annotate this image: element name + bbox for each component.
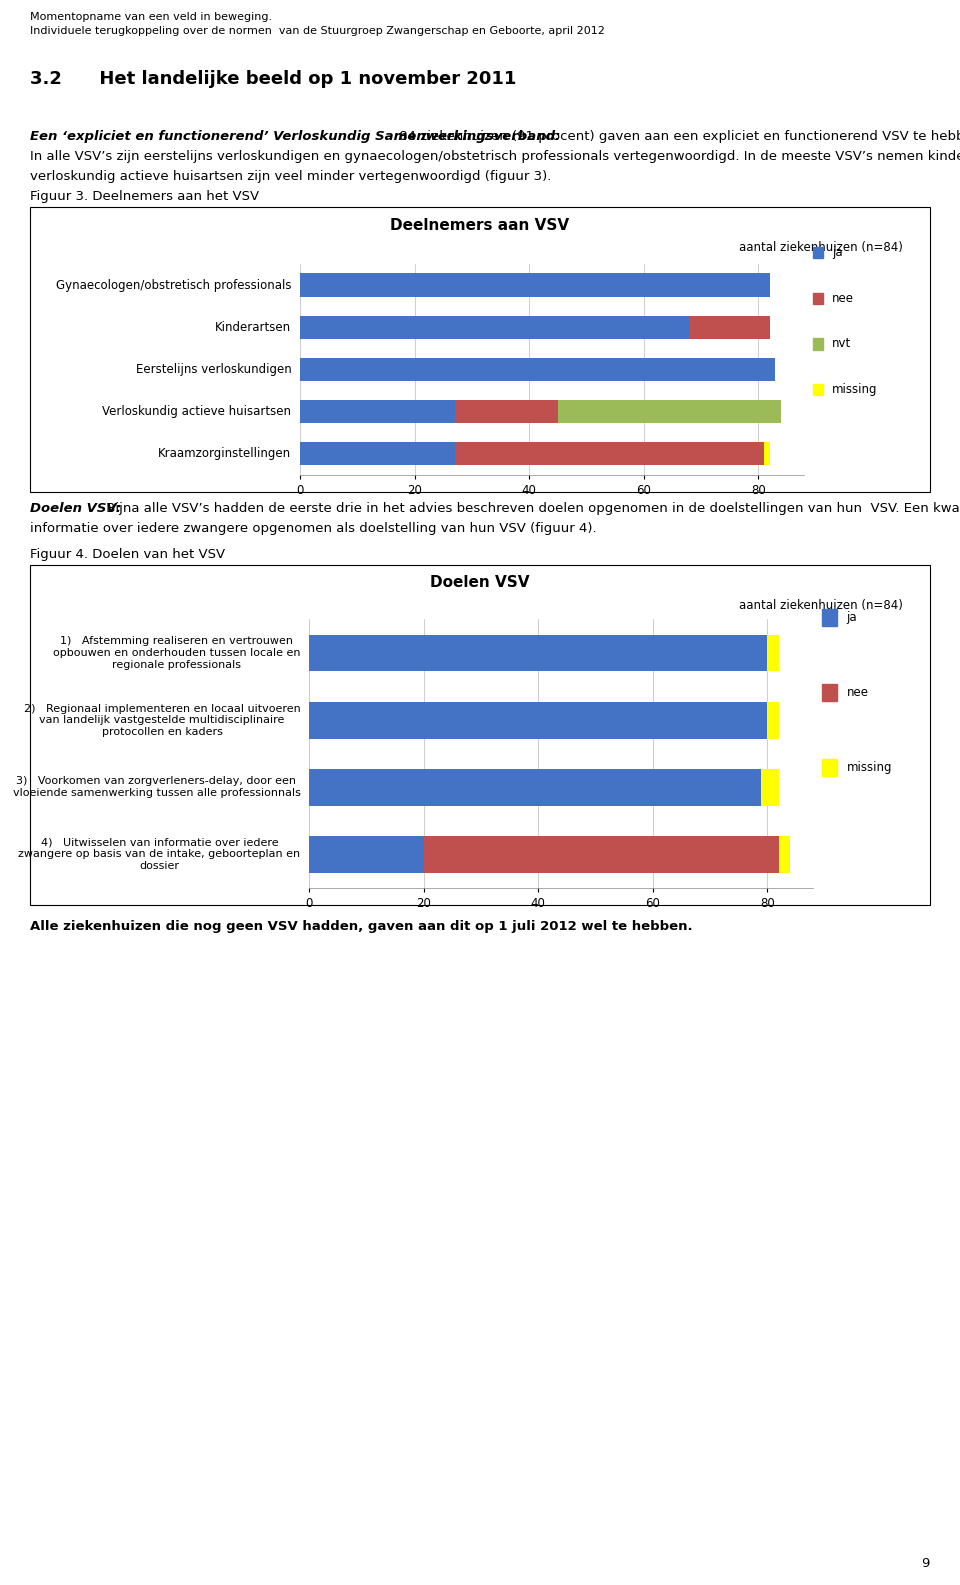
Text: nee: nee: [847, 686, 869, 699]
Bar: [300, 315, 689, 339]
Bar: [779, 835, 790, 873]
Text: Verloskundig actieve huisartsen: Verloskundig actieve huisartsen: [103, 406, 292, 418]
Bar: [455, 442, 764, 466]
Text: aantal ziekenhuizen (n=84): aantal ziekenhuizen (n=84): [739, 599, 903, 612]
Bar: [822, 759, 837, 775]
Text: 1)   Afstemming realiseren en vertrouwen
opbouwen en onderhouden tussen locale e: 1) Afstemming realiseren en vertrouwen o…: [53, 636, 300, 669]
Text: 4)   Uitwisselen van informatie over iedere
zwangere op basis van de intake, geb: 4) Uitwisselen van informatie over ieder…: [18, 838, 300, 872]
Text: Individuele terugkoppeling over de normen  van de Stuurgroep Zwangerschap en Geb: Individuele terugkoppeling over de norme…: [30, 25, 605, 36]
Text: nee: nee: [832, 292, 854, 304]
Bar: [309, 835, 423, 873]
Text: verloskundig actieve huisartsen zijn veel minder vertegenwoordigd (figuur 3).: verloskundig actieve huisartsen zijn vee…: [30, 170, 551, 182]
Bar: [309, 634, 767, 672]
Text: Kraamzorginstellingen: Kraamzorginstellingen: [158, 447, 292, 460]
Bar: [689, 315, 770, 339]
Bar: [300, 399, 455, 423]
Text: Een ‘expliciet en functionerend’ Verloskundig Samenwerkingsverband:: Een ‘expliciet en functionerend’ Verlosk…: [30, 130, 561, 143]
Bar: [423, 835, 779, 873]
Text: In alle VSV’s zijn eerstelijns verloskundigen en gynaecologen/obstetrisch profes: In alle VSV’s zijn eerstelijns verloskun…: [30, 151, 960, 163]
Text: Eerstelijns verloskundigen: Eerstelijns verloskundigen: [135, 363, 292, 376]
Text: Doelen VSV: Doelen VSV: [430, 575, 530, 590]
Bar: [767, 634, 779, 672]
Text: Figuur 3. Deelnemers aan het VSV: Figuur 3. Deelnemers aan het VSV: [30, 190, 259, 203]
Text: ja: ja: [847, 612, 857, 624]
Text: Een ‘expliciet en functionerend’ Verloskundig Samenwerkingsverband: 84 ziekenhui: Een ‘expliciet en functionerend’ Verlosk…: [30, 130, 960, 143]
Text: Alle ziekenhuizen die nog geen VSV hadden, gaven aan dit op 1 juli 2012 wel te h: Alle ziekenhuizen die nog geen VSV hadde…: [30, 919, 692, 934]
Text: 84 ziekenhuizen (91 procent) gaven aan een expliciet en functionerend VSV te heb: 84 ziekenhuizen (91 procent) gaven aan e…: [395, 130, 960, 143]
Bar: [813, 247, 824, 258]
Text: missing: missing: [832, 384, 877, 396]
Bar: [300, 442, 455, 466]
Text: 3.2      Het landelijke beeld op 1 november 2011: 3.2 Het landelijke beeld op 1 november 2…: [30, 70, 516, 89]
Text: Gynaecologen/obstretisch professionals: Gynaecologen/obstretisch professionals: [56, 279, 292, 292]
Bar: [309, 702, 767, 739]
Bar: [455, 399, 558, 423]
Bar: [300, 274, 770, 296]
Bar: [822, 685, 837, 701]
Text: Kinderartsen: Kinderartsen: [215, 320, 292, 334]
Text: informatie over iedere zwangere opgenomen als doelstelling van hun VSV (figuur 4: informatie over iedere zwangere opgenome…: [30, 521, 596, 536]
Text: 9: 9: [922, 1556, 930, 1571]
Bar: [813, 293, 824, 304]
Text: nvt: nvt: [832, 338, 852, 350]
Text: Momentopname van een veld in beweging.: Momentopname van een veld in beweging.: [30, 13, 272, 22]
Bar: [761, 769, 779, 805]
Text: Doelen VSV:: Doelen VSV:: [30, 502, 121, 515]
Bar: [813, 384, 824, 395]
Bar: [767, 702, 779, 739]
Bar: [309, 769, 761, 805]
Bar: [300, 358, 776, 380]
Bar: [813, 338, 824, 350]
Bar: [764, 442, 770, 466]
Text: Deelnemers aan VSV: Deelnemers aan VSV: [391, 219, 569, 233]
Text: 3)   Voorkomen van zorgverleners-delay, door een
vloeiende samenwerking tussen a: 3) Voorkomen van zorgverleners-delay, do…: [12, 777, 300, 799]
Text: ja: ja: [832, 246, 843, 258]
Bar: [822, 609, 837, 626]
Text: Figuur 4. Doelen van het VSV: Figuur 4. Doelen van het VSV: [30, 548, 226, 561]
Text: missing: missing: [847, 761, 892, 773]
Text: 2)   Regionaal implementeren en locaal uitvoeren
van landelijk vastgestelde mult: 2) Regionaal implementeren en locaal uit…: [24, 704, 300, 737]
Text: aantal ziekenhuizen (n=84): aantal ziekenhuizen (n=84): [739, 241, 903, 254]
Bar: [558, 399, 781, 423]
Text: Bijna alle VSV’s hadden de eerste drie in het advies beschreven doelen opgenomen: Bijna alle VSV’s hadden de eerste drie i…: [102, 502, 960, 515]
